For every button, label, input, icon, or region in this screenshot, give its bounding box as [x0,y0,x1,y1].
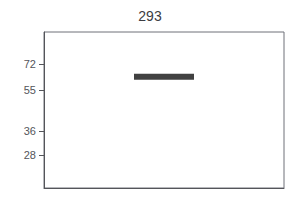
svg-text:36: 36 [24,125,36,137]
svg-text:293: 293 [138,8,162,24]
svg-text:28: 28 [24,149,36,161]
svg-text:55: 55 [24,84,36,96]
svg-text:72: 72 [24,58,36,70]
